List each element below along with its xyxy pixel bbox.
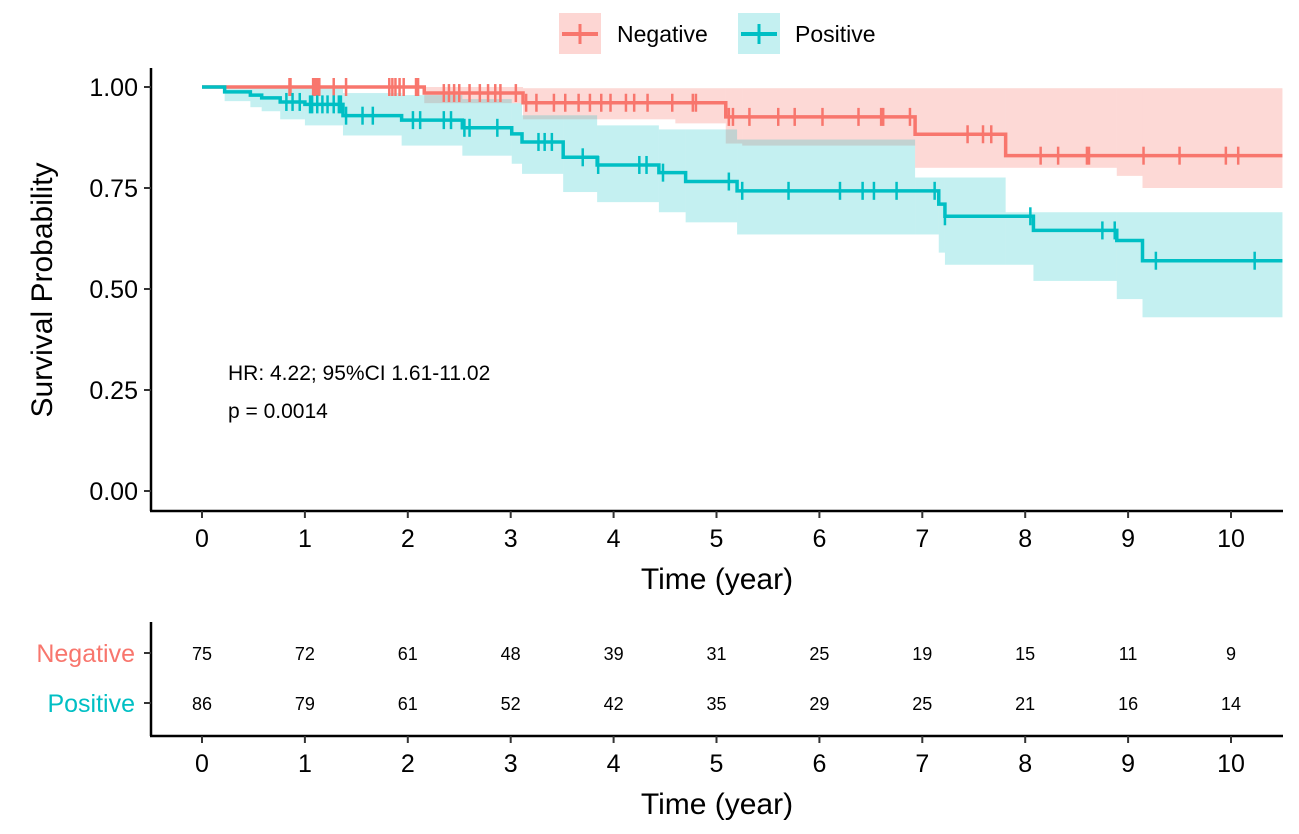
risk-cell-negative: 19: [912, 644, 932, 664]
ci-band-positive: [1033, 212, 1117, 281]
x-tick-label: 2: [401, 525, 415, 553]
x-tick-label: 6: [812, 525, 826, 553]
ci-band-positive: [563, 115, 598, 193]
ci-band-negative: [675, 88, 726, 124]
ci-band-negative: [1116, 88, 1143, 176]
risk-cell-positive: 79: [295, 694, 315, 714]
ci-band-positive: [938, 177, 945, 253]
risk-x-tick-label: 1: [298, 750, 312, 778]
risk-x-tick-label: 10: [1217, 750, 1245, 778]
risk-cell-negative: 11: [1119, 644, 1138, 664]
risk-x-tick-label: 9: [1121, 750, 1135, 778]
y-tick-label: 0.50: [89, 276, 138, 304]
risk-x-tick-label: 8: [1018, 750, 1032, 778]
risk-cell-positive: 25: [912, 694, 932, 714]
hazard-ratio-annotation: HR: 4.22; 95%CI 1.61-11.02: [228, 362, 490, 385]
risk-cell-negative: 9: [1226, 644, 1236, 664]
risk-x-ticks: 0 1 2 3 4 5 6 7 8 9 10: [195, 736, 1245, 778]
x-tick-label: 10: [1217, 525, 1245, 553]
risk-cell-positive: 42: [604, 694, 624, 714]
y-axis-title: Survival Probability: [26, 162, 59, 417]
risk-cell-negative: 72: [295, 644, 315, 664]
x-tick-label: 9: [1121, 525, 1135, 553]
survival-curves: [202, 85, 1283, 263]
legend-label-positive: Positive: [795, 21, 876, 47]
ci-band-positive: [944, 177, 1006, 265]
risk-cell-positive: 29: [809, 694, 829, 714]
risk-cell-positive: 16: [1118, 694, 1138, 714]
risk-cell-negative: 75: [192, 644, 212, 664]
ci-band-positive: [522, 115, 564, 174]
x-tick-label: 7: [915, 525, 929, 553]
risk-row-label-negative: Negative: [36, 640, 135, 668]
risk-cell-positive: 21: [1015, 694, 1035, 714]
main-axes: 0.00 0.25 0.50 0.75 1.00 0 1 2 3 4 5 6 7 8 9 10 Time (…: [26, 68, 1283, 596]
survival-curve-negative: [202, 85, 1283, 158]
risk-cell-negative: 61: [398, 644, 418, 664]
x-tick-label: 3: [504, 525, 518, 553]
legend-item-positive: Positive: [738, 13, 876, 54]
ci-band-negative: [1142, 88, 1283, 188]
risk-cell-positive: 52: [501, 694, 521, 714]
ci-band-positive: [1116, 212, 1143, 300]
risk-cell-positive: 35: [706, 694, 726, 714]
y-tick-label: 0.25: [89, 377, 138, 405]
risk-cell-positive: 86: [192, 694, 212, 714]
x-tick-label: 4: [607, 525, 621, 553]
risk-x-tick-label: 5: [710, 750, 724, 778]
x-tick-label: 5: [710, 525, 724, 553]
legend-item-negative: Negative: [559, 13, 708, 54]
risk-cell-positive: 14: [1221, 694, 1241, 714]
risk-cells: 75 72 61 48 39 31 25 19 15 11 9 86 79 61 52 42 35 29 25 21 1…: [192, 644, 1241, 714]
risk-x-tick-label: 3: [504, 750, 518, 778]
risk-cell-negative: 15: [1015, 644, 1035, 664]
risk-x-tick-label: 0: [195, 750, 209, 778]
risk-cell-negative: 25: [809, 644, 829, 664]
risk-cell-positive: 61: [398, 694, 418, 714]
legend-label-negative: Negative: [617, 21, 708, 47]
risk-table: Negative Positive 75 72 61 48 39 31 25 19 15 11 98…: [36, 622, 1283, 821]
ci-band-positive: [1142, 212, 1283, 318]
x-tick-label: 1: [298, 525, 312, 553]
ci-band-positive: [737, 139, 916, 235]
risk-x-axis-title: Time (year): [641, 788, 793, 821]
ci-band-positive: [250, 87, 262, 108]
y-tick-label: 0.00: [89, 478, 138, 506]
risk-x-tick-label: 6: [812, 750, 826, 778]
risk-cell-negative: 39: [604, 644, 624, 664]
ci-band-positive: [1005, 212, 1034, 265]
confidence-bands: [224, 87, 1283, 318]
ci-band-positive: [224, 87, 251, 102]
risk-cell-negative: 31: [706, 644, 726, 664]
y-tick-label: 1.00: [89, 74, 138, 102]
survival-curve-positive: [202, 85, 1283, 263]
risk-x-tick-label: 2: [401, 750, 415, 778]
risk-cell-negative: 48: [501, 644, 521, 664]
p-value-annotation: p = 0.0014: [228, 400, 328, 423]
censor-marks: [285, 78, 1256, 270]
x-tick-label: 0: [195, 525, 209, 553]
risk-x-tick-label: 4: [607, 750, 621, 778]
y-tick-label: 0.75: [89, 175, 138, 203]
legend: Negative Positive: [559, 13, 876, 54]
x-tick-label: 8: [1018, 525, 1032, 553]
risk-row-label-positive: Positive: [47, 690, 135, 718]
x-axis-title: Time (year): [641, 563, 793, 596]
x-ticks: 0 1 2 3 4 5 6 7 8 9 10: [195, 511, 1245, 553]
y-ticks: 0.00 0.25 0.50 0.75 1.00: [89, 74, 151, 506]
risk-x-tick-label: 7: [915, 750, 929, 778]
